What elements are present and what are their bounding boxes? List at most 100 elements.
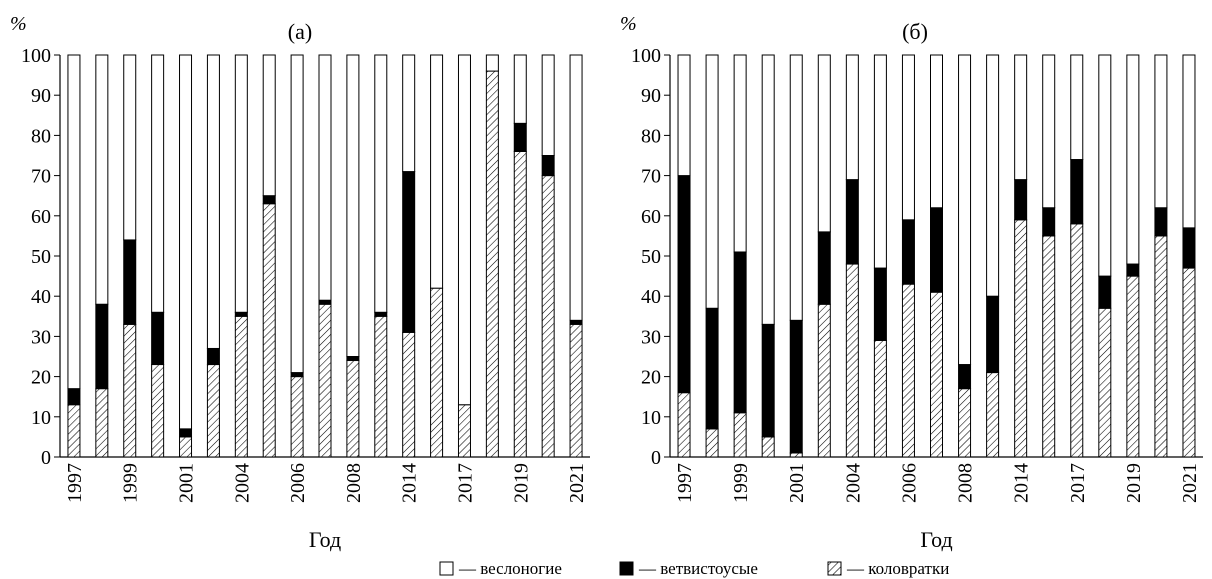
x-tick-label: 2004 bbox=[842, 463, 864, 503]
x-axis-label: Год bbox=[309, 527, 341, 552]
bar-copepods bbox=[958, 54, 972, 366]
bar-rotifers bbox=[179, 436, 193, 458]
bar-cladocera bbox=[873, 267, 887, 341]
bar-rotifers bbox=[318, 303, 332, 458]
bar-copepods bbox=[485, 54, 499, 72]
bar-cladocera bbox=[290, 372, 304, 378]
x-tick-label: 2017 bbox=[1067, 463, 1089, 503]
bar-copepods bbox=[430, 54, 444, 289]
chart-panel-a: 0 10 20 30 40 50 60 70 80 90 100% (а) Год 1997 1999 200… bbox=[10, 13, 590, 552]
bar-cladocera bbox=[705, 307, 719, 430]
bar-copepods bbox=[1154, 54, 1168, 209]
bar-cladocera bbox=[901, 219, 915, 285]
y-tick-label: 0 bbox=[41, 447, 51, 469]
bar-rotifers bbox=[290, 376, 304, 458]
y-tick-label: 40 bbox=[31, 286, 51, 308]
y-axis-label: % bbox=[10, 13, 27, 35]
bar-copepods bbox=[151, 54, 165, 313]
x-axis-label: Год bbox=[920, 527, 952, 552]
bar-copepods bbox=[986, 54, 1000, 297]
bar-copepods bbox=[930, 54, 943, 209]
bar-copepods bbox=[901, 54, 915, 221]
bar-rotifers bbox=[95, 388, 109, 458]
bar-copepods bbox=[67, 54, 81, 390]
bar-rotifers bbox=[761, 436, 775, 458]
bar-rotifers bbox=[206, 364, 220, 458]
bar-rotifers bbox=[430, 287, 444, 458]
y-tick-label: 80 bbox=[31, 125, 51, 147]
bar-rotifers bbox=[123, 323, 137, 458]
bar-cladocera bbox=[1042, 207, 1056, 237]
bar-cladocera bbox=[1014, 179, 1028, 221]
bar-copepods bbox=[873, 54, 887, 269]
panel-title: (б) bbox=[902, 19, 928, 44]
bar-copepods bbox=[1014, 54, 1028, 181]
y-tick-label: 90 bbox=[641, 85, 661, 107]
y-tick-label: 40 bbox=[641, 286, 661, 308]
x-tick-label: 1997 bbox=[64, 463, 86, 503]
x-tick-label: 1997 bbox=[674, 463, 696, 503]
x-tick-label: 2021 bbox=[566, 463, 588, 503]
bar-copepods bbox=[234, 54, 248, 313]
x-tick-label: 2019 bbox=[1123, 463, 1145, 503]
bar-rotifers bbox=[346, 360, 360, 458]
bar-cladocera bbox=[179, 428, 193, 438]
bar-rotifers bbox=[1126, 275, 1140, 458]
bar-copepods bbox=[262, 54, 276, 197]
bar-rotifers bbox=[234, 315, 248, 458]
bar-rotifers bbox=[733, 412, 747, 458]
y-tick-label: 60 bbox=[31, 206, 51, 228]
chart-panel-b: 0 10 20 30 40 50 60 70 80 90 100% (б) Год 1997 1999 200… bbox=[620, 13, 1203, 552]
x-tick-label: 2001 bbox=[176, 463, 198, 503]
legend-label-copepods: — веслоногие bbox=[458, 559, 562, 578]
x-tick-label: 2006 bbox=[287, 463, 309, 503]
bar-rotifers bbox=[1014, 219, 1028, 458]
y-tick-label: 70 bbox=[31, 166, 51, 188]
bar-rotifers bbox=[262, 203, 276, 458]
bar-copepods bbox=[845, 54, 859, 181]
y-tick-label: 60 bbox=[641, 206, 661, 228]
bar-rotifers bbox=[817, 303, 831, 458]
bar-copepods bbox=[677, 54, 691, 177]
legend: — веслоногие — ветвистоусые — коловратки bbox=[439, 559, 949, 578]
y-tick-label: 80 bbox=[641, 125, 661, 147]
bar-rotifers bbox=[374, 315, 388, 458]
bar-copepods bbox=[761, 54, 775, 325]
bar-cladocera bbox=[789, 319, 803, 454]
bar-copepods bbox=[1126, 54, 1140, 265]
bar-rotifers bbox=[485, 70, 499, 458]
bar-copepods bbox=[402, 54, 416, 173]
legend-swatch-copepods bbox=[439, 561, 454, 576]
bar-copepods bbox=[569, 54, 583, 321]
bar-rotifers bbox=[1182, 267, 1196, 458]
y-tick-label: 100 bbox=[21, 45, 51, 67]
bar-rotifers bbox=[958, 388, 972, 458]
y-axis-label: % bbox=[620, 13, 637, 35]
bar-cladocera bbox=[1070, 159, 1084, 225]
legend-label-cladocera: — ветвистоусые bbox=[638, 559, 758, 578]
y-tick-label: 20 bbox=[31, 367, 51, 389]
bar-rotifers bbox=[1098, 307, 1112, 458]
bar-copepods bbox=[1182, 54, 1196, 229]
bar-copepods bbox=[541, 54, 555, 156]
bar-rotifers bbox=[457, 404, 471, 458]
bar-rotifers bbox=[845, 263, 859, 458]
panel-title: (а) bbox=[288, 19, 312, 44]
bar-cladocera bbox=[513, 122, 527, 152]
x-tick-label: 1999 bbox=[120, 463, 142, 503]
x-tick-label: 2017 bbox=[454, 463, 476, 503]
y-tick-label: 20 bbox=[641, 367, 661, 389]
bar-cladocera bbox=[206, 347, 220, 366]
bar-rotifers bbox=[402, 331, 416, 458]
x-tick-label: 2014 bbox=[399, 463, 421, 503]
bar-cladocera bbox=[318, 299, 332, 305]
bar-copepods bbox=[513, 54, 527, 124]
bar-copepods bbox=[705, 54, 719, 309]
x-tick-label: 1999 bbox=[730, 463, 752, 503]
bar-rotifers bbox=[541, 175, 555, 458]
bar-cladocera bbox=[67, 388, 81, 406]
bar-rotifers bbox=[151, 364, 165, 458]
bar-copepods bbox=[374, 54, 388, 313]
bar-cladocera bbox=[761, 323, 775, 438]
